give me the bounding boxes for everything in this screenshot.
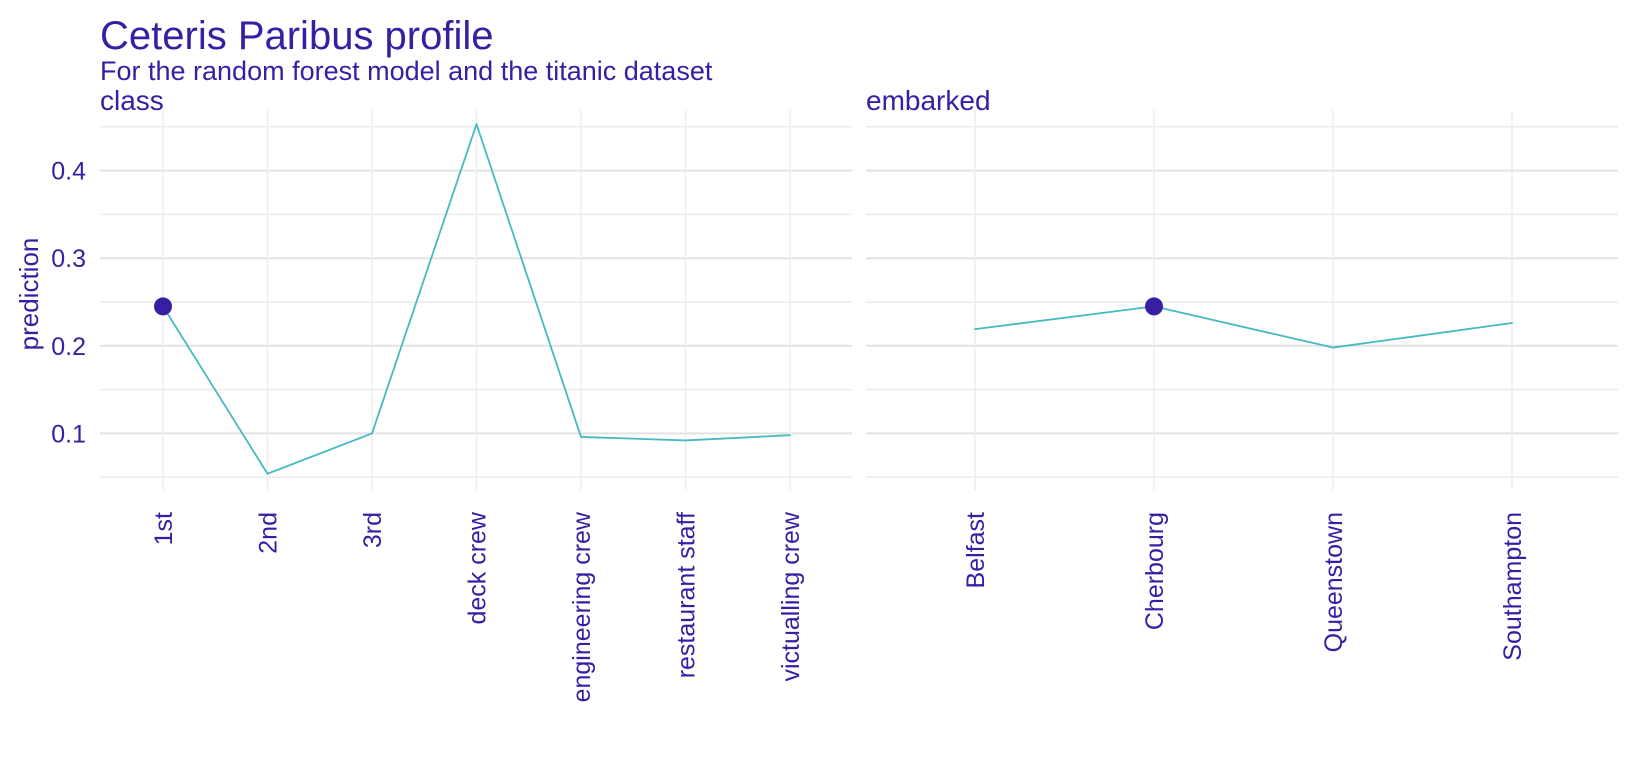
observation-point[interactable] <box>1145 297 1163 316</box>
x-tick-label: Southampton <box>1499 512 1527 661</box>
data-point <box>684 439 687 442</box>
y-tick-label: 0.4 <box>51 158 86 186</box>
data-point <box>371 432 373 435</box>
y-axis-label: prediction <box>14 238 44 351</box>
data-point <box>475 123 478 126</box>
chart-subtitle: For the random forest model and the tita… <box>100 56 713 86</box>
data-point <box>974 328 976 331</box>
data-point <box>266 472 269 475</box>
observation-point[interactable] <box>154 297 172 316</box>
data-point <box>1511 322 1513 324</box>
x-tick-label: 3rd <box>359 512 387 548</box>
x-tick-label: engineering crew <box>568 511 596 702</box>
chart-title: Ceteris Paribus profile <box>100 14 494 58</box>
x-tick-label: Queenstown <box>1320 512 1348 652</box>
y-tick-label: 0.2 <box>51 333 86 361</box>
y-tick-label: 0.1 <box>51 420 86 448</box>
panel-label-embarked: embarked <box>866 85 991 116</box>
data-point <box>1332 346 1334 349</box>
profile-line-embarked <box>974 305 1513 349</box>
x-tick-label: victualling crew <box>777 511 805 681</box>
y-tick-label: 0.3 <box>51 245 86 273</box>
x-tick-label: Cherbourg <box>1141 512 1169 630</box>
x-tick-label: 1st <box>150 512 178 545</box>
x-tick-label: Belfast <box>962 512 990 588</box>
x-tick-label: deck crew <box>464 511 492 624</box>
panel-label-class: class <box>100 85 164 116</box>
data-point <box>580 436 582 438</box>
data-point <box>789 434 791 437</box>
x-tick-label: restaurant staff <box>673 512 701 678</box>
x-tick-label: 2nd <box>255 512 283 554</box>
